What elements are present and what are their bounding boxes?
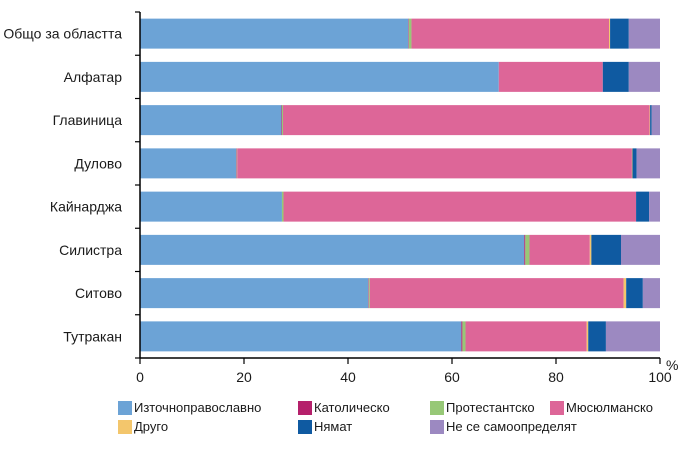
bar-segment	[525, 234, 530, 265]
category-label: Ситово	[75, 285, 122, 301]
bar-segment	[651, 105, 660, 136]
bar-segment	[369, 278, 624, 309]
legend-label: Католическо	[314, 400, 390, 415]
bars-layer	[140, 18, 660, 352]
category-label: Общо за областта	[3, 26, 122, 42]
category-label: Силистра	[59, 242, 122, 258]
x-tick-label: 60	[444, 369, 460, 385]
bar-segment	[649, 105, 651, 136]
legend-swatch	[430, 420, 444, 434]
bar-segment	[281, 105, 283, 136]
category-label: Главиница	[53, 112, 123, 128]
legend: Източноправославно Католическо Протестантс…	[118, 400, 653, 434]
x-tick-label: 80	[548, 369, 564, 385]
bar-segment	[609, 18, 611, 49]
bar-segment	[602, 61, 629, 92]
x-tick-label: 20	[236, 369, 252, 385]
legend-label: Мюсюлманско	[566, 400, 653, 415]
bar-segment	[605, 321, 660, 352]
legend-swatch	[550, 401, 564, 415]
bar-segment	[368, 278, 370, 309]
bar-segment	[650, 105, 652, 136]
x-unit-label: %	[666, 357, 678, 373]
category-label: Тутракан	[63, 328, 122, 344]
bar-segment	[411, 18, 610, 49]
bar-segment	[649, 191, 660, 222]
bar-segment	[408, 18, 412, 49]
bar-segment	[628, 61, 660, 92]
bar-segment	[140, 61, 499, 92]
x-tick-label: 100	[648, 369, 672, 385]
bar-segment	[586, 321, 589, 352]
bar-segment	[236, 148, 238, 179]
legend-label: Протестантско	[446, 400, 535, 415]
x-tick-label: 40	[340, 369, 356, 385]
bar-segment	[636, 191, 650, 222]
legend-label: Източноправославно	[134, 400, 261, 415]
bar-segment	[628, 18, 660, 49]
legend-label: Не се самоопределят	[446, 419, 577, 434]
category-label: Алфатар	[64, 69, 123, 85]
legend-label: Друго	[134, 419, 168, 434]
bar-segment	[589, 234, 592, 265]
legend-swatch	[118, 420, 132, 434]
bar-segment	[408, 18, 409, 49]
bar-segment	[524, 234, 526, 265]
legend-swatch	[430, 401, 444, 415]
legend-swatch	[298, 401, 312, 415]
bar-segment	[461, 321, 463, 352]
bar-segment	[140, 18, 409, 49]
bar-segment	[283, 191, 637, 222]
bar-segment	[631, 148, 633, 179]
bar-segment	[498, 61, 603, 92]
bar-segment	[636, 148, 660, 179]
bar-segment	[140, 191, 282, 222]
bar-segment	[283, 105, 650, 136]
bar-segment	[465, 321, 587, 352]
bar-segment	[140, 278, 369, 309]
bar-segment	[140, 148, 237, 179]
bar-segment	[632, 148, 637, 179]
bar-segment	[368, 278, 369, 309]
bar-segment	[140, 321, 462, 352]
category-label: Кайнарджа	[50, 199, 122, 215]
bar-segment	[591, 234, 621, 265]
legend-swatch	[118, 401, 132, 415]
bar-segment	[281, 105, 282, 136]
bar-segment	[588, 321, 606, 352]
bar-segment	[236, 148, 237, 179]
bar-segment	[621, 234, 660, 265]
legend-swatch	[298, 420, 312, 434]
legend-label: Нямат	[314, 419, 352, 434]
bar-segment	[281, 191, 284, 222]
bar-segment	[623, 278, 627, 309]
bar-segment	[626, 278, 643, 309]
axis-layer: Общо за областта Алфатар Главиница Дулово Ка…	[3, 11, 678, 385]
bar-segment	[140, 105, 282, 136]
category-label: Дулово	[74, 155, 122, 171]
bar-segment	[529, 234, 590, 265]
bar-segment	[642, 278, 660, 309]
bar-segment	[140, 234, 525, 265]
bar-segment	[462, 321, 466, 352]
x-tick-label: 0	[136, 369, 144, 385]
bar-segment	[610, 18, 629, 49]
bar-segment	[237, 148, 632, 179]
